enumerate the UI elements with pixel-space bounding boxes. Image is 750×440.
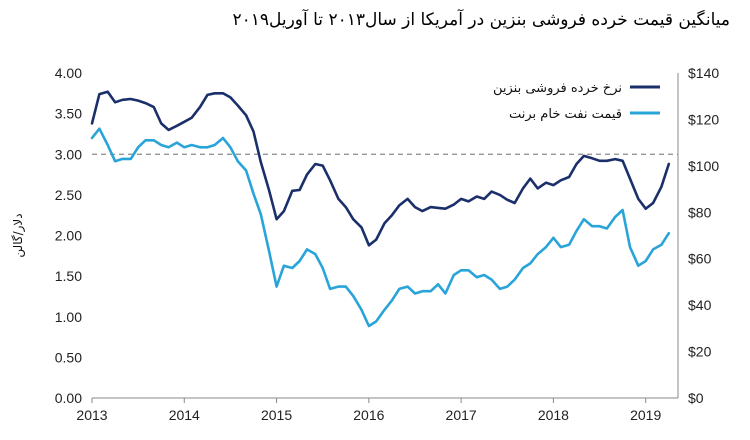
y-tick-label: 0.50 — [55, 349, 82, 365]
y2-tick-label: $140 — [688, 65, 719, 81]
series-layer — [90, 90, 671, 328]
legend: نرخ خرده فروشی بنزین قیمت نفت خام برنت — [493, 81, 660, 122]
x-tick-label: 2017 — [446, 407, 477, 423]
y-tick-label: 2.50 — [55, 187, 82, 203]
y-tick-label: 3.50 — [55, 106, 82, 122]
y-axis-label: دلار/گالن — [11, 213, 26, 257]
x-tick-label: 2015 — [261, 407, 292, 423]
y2-tick-label: $40 — [688, 297, 712, 313]
y-tick-label: 4.00 — [55, 65, 82, 81]
y2-tick-label: $100 — [688, 158, 719, 174]
legend-label: قیمت نفت خام برنت — [509, 107, 622, 122]
chart-title: میانگین قیمت خرده فروشی بنزین در آمریکا … — [232, 10, 730, 30]
legend-label: نرخ خرده فروشی بنزین — [493, 81, 622, 96]
y-tick-label: 3.00 — [55, 146, 82, 162]
x-tick-label: 2013 — [76, 407, 107, 423]
y-tick-label: 0.00 — [55, 390, 82, 406]
brent-price-line — [90, 127, 671, 328]
x-tick-label: 2019 — [630, 407, 661, 423]
y2-tick-label: $80 — [688, 204, 712, 220]
gasoline-price-line — [90, 90, 671, 247]
y2-tick-label: $20 — [688, 344, 712, 360]
x-tick-label: 2014 — [169, 407, 200, 423]
y2-tick-label: $0 — [688, 390, 704, 406]
x-tick-label: 2018 — [538, 407, 569, 423]
y2-tick-label: $120 — [688, 111, 719, 127]
axes-layer: 0.00 0.50 1.00 1.50 2.00 2.50 3.00 3.50 4.00 $0 $2… — [11, 65, 719, 423]
y-tick-label: 2.00 — [55, 228, 82, 244]
y-tick-label: 1.50 — [55, 268, 82, 284]
y2-tick-label: $60 — [688, 251, 712, 267]
x-tick-label: 2016 — [353, 407, 384, 423]
y-tick-label: 1.00 — [55, 309, 82, 325]
